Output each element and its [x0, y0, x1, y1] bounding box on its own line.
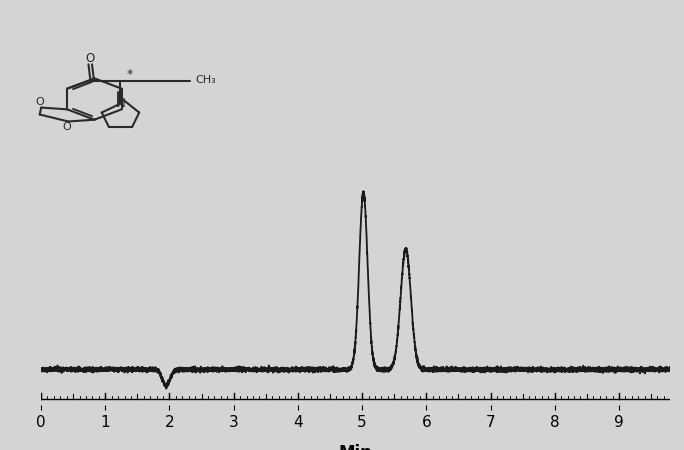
Text: O: O: [36, 97, 44, 107]
Text: CH₃: CH₃: [195, 75, 215, 85]
Text: *: *: [127, 68, 133, 81]
Text: O: O: [86, 53, 95, 65]
Text: N: N: [117, 97, 126, 110]
Text: O: O: [63, 122, 71, 132]
X-axis label: Min: Min: [339, 444, 373, 450]
